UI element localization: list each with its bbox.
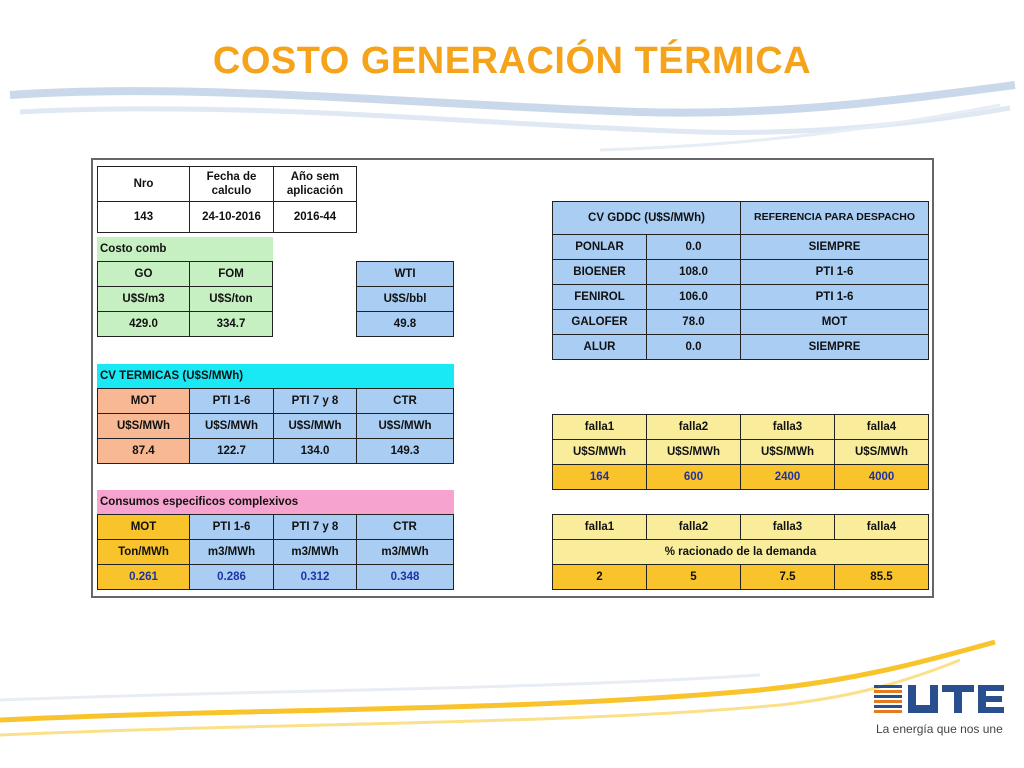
cv-gddc-ref-title: REFERENCIA PARA DESPACHO (740, 201, 929, 235)
costo-comb-value-go: 429.0 (97, 311, 190, 337)
gddc-row-value: 108.0 (646, 259, 741, 285)
cv-termicas-unit-pti78: U$S/MWh (273, 413, 357, 439)
consumos-header-pti16: PTI 1-6 (189, 514, 274, 540)
spreadsheet-panel: Nro Fecha de calculo Año sem aplicación … (91, 158, 934, 598)
consumos-value-pti78: 0.312 (273, 564, 357, 590)
gddc-row-ref: MOT (740, 309, 929, 335)
gddc-row-ref: PTI 1-6 (740, 284, 929, 310)
gddc-row-name: ALUR (552, 334, 647, 360)
falla-cost-value: 2400 (740, 464, 835, 490)
gddc-row-ref: SIEMPRE (740, 334, 929, 360)
falla-pct-header: falla4 (834, 514, 929, 540)
consumos-title: Consumos especificos complexivos (97, 490, 454, 514)
ute-logo (874, 685, 1004, 713)
cv-termicas-header-pti78: PTI 7 y 8 (273, 388, 357, 414)
wti-header: WTI (356, 261, 454, 287)
falla-cost-unit: U$S/MWh (646, 439, 741, 465)
gddc-row-value: 78.0 (646, 309, 741, 335)
cv-termicas-value-pti78: 134.0 (273, 438, 357, 464)
falla-pct-value: 5 (646, 564, 741, 590)
falla-pct-header: falla3 (740, 514, 835, 540)
consumos-value-ctr: 0.348 (356, 564, 454, 590)
brand-tagline: La energía que nos une (876, 722, 1003, 736)
falla-cost-header: falla4 (834, 414, 929, 440)
cv-termicas-value-mot: 87.4 (97, 438, 190, 464)
consumos-unit-ctr: m3/MWh (356, 539, 454, 565)
falla-cost-header: falla3 (740, 414, 835, 440)
costo-comb-header-go: GO (97, 261, 190, 287)
gddc-row-value: 106.0 (646, 284, 741, 310)
falla-cost-value: 4000 (834, 464, 929, 490)
slide-title: COSTO GENERACIÓN TÉRMICA (212, 40, 812, 82)
gddc-row-name: PONLAR (552, 234, 647, 260)
cv-termicas-unit-ctr: U$S/MWh (356, 413, 454, 439)
costo-comb-unit-go: U$S/m3 (97, 286, 190, 312)
falla-pct-header: falla2 (646, 514, 741, 540)
costo-comb-value-fom: 334.7 (189, 311, 273, 337)
cv-termicas-value-ctr: 149.3 (356, 438, 454, 464)
consumos-unit-mot: Ton/MWh (97, 539, 190, 565)
falla-pct-header: falla1 (552, 514, 647, 540)
cv-termicas-header-mot: MOT (97, 388, 190, 414)
consumos-value-pti16: 0.286 (189, 564, 274, 590)
header-label-nro: Nro (97, 166, 190, 202)
header-value-fecha: 24-10-2016 (189, 201, 274, 233)
cv-termicas-unit-pti16: U$S/MWh (189, 413, 274, 439)
falla-pct-value: 2 (552, 564, 647, 590)
consumos-header-ctr: CTR (356, 514, 454, 540)
cv-termicas-header-ctr: CTR (356, 388, 454, 414)
logo-stripes-icon (874, 685, 902, 713)
falla-cost-unit: U$S/MWh (552, 439, 647, 465)
falla-cost-header: falla2 (646, 414, 741, 440)
gddc-row-name: FENIROL (552, 284, 647, 310)
cv-termicas-title: CV TERMICAS (U$S/MWh) (97, 364, 454, 388)
wti-value: 49.8 (356, 311, 454, 337)
falla-cost-unit: U$S/MWh (834, 439, 929, 465)
falla-pct-caption: % racionado de la demanda (552, 539, 929, 565)
falla-cost-unit: U$S/MWh (740, 439, 835, 465)
costo-comb-title: Costo comb (97, 237, 273, 261)
costo-comb-unit-fom: U$S/ton (189, 286, 273, 312)
consumos-unit-pti16: m3/MWh (189, 539, 274, 565)
consumos-header-pti78: PTI 7 y 8 (273, 514, 357, 540)
cv-gddc-title: CV GDDC (U$S/MWh) (552, 201, 741, 235)
wti-unit: U$S/bbl (356, 286, 454, 312)
consumos-header-mot: MOT (97, 514, 190, 540)
gddc-row-name: GALOFER (552, 309, 647, 335)
falla-pct-value: 85.5 (834, 564, 929, 590)
cv-termicas-header-pti16: PTI 1-6 (189, 388, 274, 414)
gddc-row-name: BIOENER (552, 259, 647, 285)
gddc-row-ref: PTI 1-6 (740, 259, 929, 285)
falla-cost-value: 164 (552, 464, 647, 490)
gddc-row-ref: SIEMPRE (740, 234, 929, 260)
costo-comb-header-fom: FOM (189, 261, 273, 287)
consumos-unit-pti78: m3/MWh (273, 539, 357, 565)
falla-pct-value: 7.5 (740, 564, 835, 590)
falla-cost-header: falla1 (552, 414, 647, 440)
consumos-value-mot: 0.261 (97, 564, 190, 590)
cv-termicas-unit-mot: U$S/MWh (97, 413, 190, 439)
gddc-row-value: 0.0 (646, 234, 741, 260)
falla-cost-value: 600 (646, 464, 741, 490)
header-label-fecha: Fecha de calculo (189, 166, 274, 202)
header-value-ano: 2016-44 (273, 201, 357, 233)
gddc-row-value: 0.0 (646, 334, 741, 360)
header-value-nro: 143 (97, 201, 190, 233)
cv-termicas-value-pti16: 122.7 (189, 438, 274, 464)
header-label-ano: Año sem aplicación (273, 166, 357, 202)
